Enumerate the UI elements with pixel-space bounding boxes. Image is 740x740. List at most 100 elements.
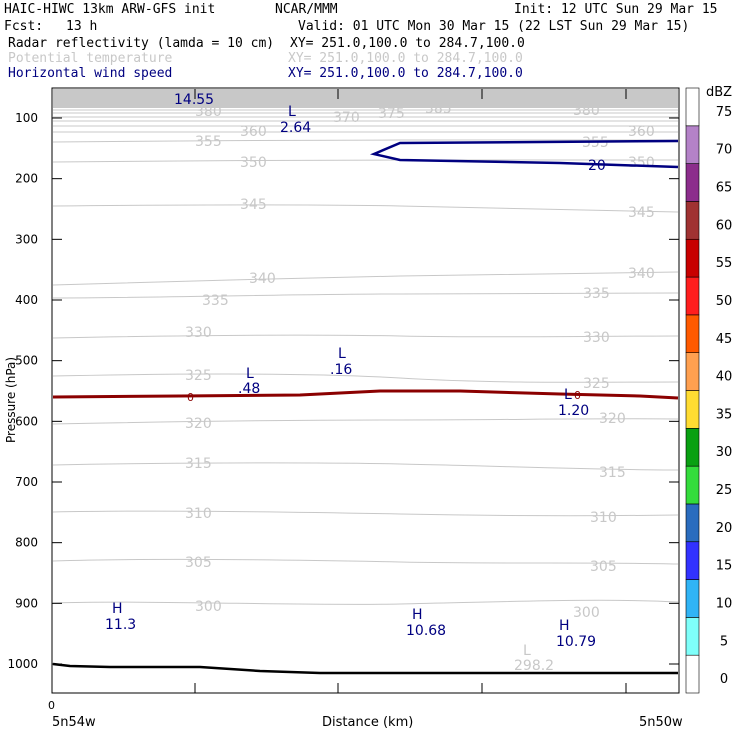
extrema-value: .16: [330, 362, 352, 378]
colorbar-swatch: [685, 352, 700, 391]
x-end-label-right: 5n50w: [639, 715, 683, 730]
extrema-kind: L: [246, 366, 254, 382]
theta-contour: [52, 510, 679, 517]
theta-label: 370: [333, 110, 360, 126]
theta-label: 325: [185, 368, 212, 384]
colorbar-level-label: 65: [716, 181, 733, 196]
theta-contour: [52, 462, 679, 471]
field-name: Potential temperature: [8, 51, 173, 66]
extrema-kind: H: [412, 607, 423, 623]
y-tick-label: 300: [15, 232, 38, 246]
theta-label: 385: [425, 101, 452, 117]
colorbar-level-label: 45: [716, 332, 733, 347]
extrema-kind: L: [564, 387, 572, 403]
field-xy: XY= 251.0,100.0 to 284.7,100.0: [288, 66, 523, 81]
init-time: Init: 12 UTC Sun 29 Mar 15: [514, 2, 718, 17]
theta-contour: [52, 334, 679, 339]
y-tick-label: 100: [15, 111, 38, 125]
theta-label: 320: [599, 411, 626, 427]
y-axis-label: Pressure (hPa): [4, 357, 18, 443]
reflectivity-contour-label: 0: [187, 391, 194, 404]
terrain-line: [52, 662, 678, 675]
colorbar-level-label: 75: [716, 105, 733, 120]
extrema-kind: H: [112, 601, 123, 617]
theta-label: 310: [185, 506, 212, 522]
theta-label: 300: [573, 605, 600, 621]
field-xy: XY= 251.0,100.0 to 284.7,100.0: [288, 51, 523, 66]
y-tick-label: 1000: [7, 657, 38, 671]
extrema-value: 298.2: [514, 658, 554, 674]
x-axis-label: Distance (km): [322, 715, 413, 730]
theta-label: 305: [590, 559, 617, 575]
y-tick-label: 400: [15, 293, 38, 307]
colorbar-unit: dBZ: [706, 85, 732, 100]
theta-contours: [52, 139, 679, 605]
colorbar-level-label: 70: [716, 143, 733, 158]
colorbar-swatch: [685, 428, 700, 467]
theta-label: 335: [583, 286, 610, 302]
field-name: Radar reflectivity (lamda = 10 cm): [8, 36, 275, 51]
colorbar-level-label: 55: [716, 256, 733, 271]
colorbar-swatch: [685, 617, 700, 656]
colorbar-swatch: [685, 125, 700, 164]
colorbar-level-label: 15: [716, 559, 733, 574]
y-tick-label: 800: [15, 536, 38, 550]
theta-label: 355: [195, 134, 222, 150]
theta-label: 355: [582, 135, 609, 151]
colorbar-level-label: 25: [716, 483, 733, 498]
theta-contour: [52, 558, 679, 565]
theta-contour: [52, 373, 679, 383]
colorbar: 0 5 10 15 20 25 30 35 40 45 50 55 60 65 70 75: [685, 87, 733, 694]
colorbar-swatch: [685, 390, 700, 429]
colorbar-level-label: 20: [716, 521, 733, 536]
x-tick-label: 0: [48, 699, 55, 712]
reflectivity-contour-label: 0: [574, 389, 581, 402]
extrema-kind: L: [338, 346, 346, 362]
y-tick-label: 200: [15, 172, 38, 186]
colorbar-level-label: 50: [716, 294, 733, 309]
theta-label: 350: [240, 155, 267, 171]
theta-label: 380: [195, 104, 222, 120]
colorbar-swatch: [685, 314, 700, 353]
model-title: HAIC-HIWC 13km ARW-GFS init: [4, 2, 216, 17]
colorbar-swatch: [685, 654, 700, 694]
theta-contour: [52, 418, 679, 425]
extrema-value: 1.20: [558, 403, 589, 419]
theta-contour: [52, 599, 679, 605]
colorbar-swatch: [685, 163, 700, 202]
x-end-label-left: 5n54w: [52, 715, 96, 730]
theta-label: 340: [628, 266, 655, 282]
colorbar-level-label: 0: [720, 672, 728, 687]
colorbar-level-label: 10: [716, 596, 733, 611]
y-tick-label: 600: [15, 414, 38, 428]
theta-label: 360: [240, 124, 267, 140]
colorbar-swatch: [685, 503, 700, 543]
colorbar-swatch: [685, 465, 700, 505]
extrema-value: 2.64: [280, 120, 311, 136]
colorbar-swatch: [685, 579, 700, 618]
wind-speed-contour: [369, 139, 679, 169]
theta-labels: 300 300 305 305 310 310 315 315 320 320 …: [185, 101, 655, 621]
theta-label: 330: [583, 330, 610, 346]
fcst-value: 13 h: [66, 19, 98, 34]
x-axis: [51, 89, 627, 693]
colorbar-level-label: 5: [720, 634, 728, 649]
colorbar-swatch: [685, 276, 700, 316]
colorbar-swatch: [685, 238, 700, 278]
extrema-kind: H: [559, 618, 570, 634]
colorbar-swatch: [685, 201, 700, 240]
y-tick-label: 500: [15, 354, 38, 368]
theta-label: 300: [195, 599, 222, 615]
theta-label: 310: [590, 510, 617, 526]
theta-label: 375: [378, 106, 405, 122]
theta-label: 380: [573, 103, 600, 119]
theta-label: 350: [628, 155, 655, 171]
theta-contour: [52, 271, 679, 286]
colorbar-level-label: 30: [716, 445, 733, 460]
colorbar-swatch: [685, 541, 700, 580]
extrema-value: 10.68: [406, 623, 446, 639]
theta-label: 320: [185, 416, 212, 432]
theta-label: 360: [628, 124, 655, 140]
colorbar-level-label: 60: [716, 218, 733, 233]
